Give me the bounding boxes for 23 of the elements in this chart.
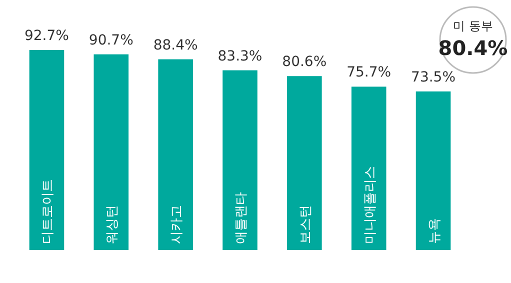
x-tick-label: 디트로이트 — [40, 179, 56, 244]
x-tick-label: 뉴욕 — [427, 218, 442, 244]
bar — [416, 91, 451, 250]
bar — [29, 50, 64, 250]
bar — [351, 86, 386, 250]
data-label: 80.6% — [282, 54, 327, 70]
x-tick-label: 시카고 — [170, 205, 185, 244]
bar — [287, 76, 322, 250]
bar — [94, 54, 129, 250]
x-tick-label: 미니애폴리스 — [362, 166, 378, 244]
x-tick-label: 애틀랜타 — [234, 192, 249, 244]
data-label: 83.3% — [218, 48, 262, 64]
data-label: 92.7% — [24, 28, 69, 44]
bar — [158, 59, 193, 250]
annotation: 80.4% — [438, 36, 508, 60]
data-label: 75.7% — [346, 64, 392, 81]
data-label: 90.7% — [88, 32, 134, 48]
x-tick-label: 워싱턴 — [105, 205, 120, 244]
bar — [222, 70, 258, 250]
x-tick-label: 보스턴 — [298, 205, 314, 244]
data-label: 88.4% — [153, 37, 198, 54]
data-label: 73.5% — [411, 69, 456, 86]
text: 미 동부 — [453, 19, 493, 33]
